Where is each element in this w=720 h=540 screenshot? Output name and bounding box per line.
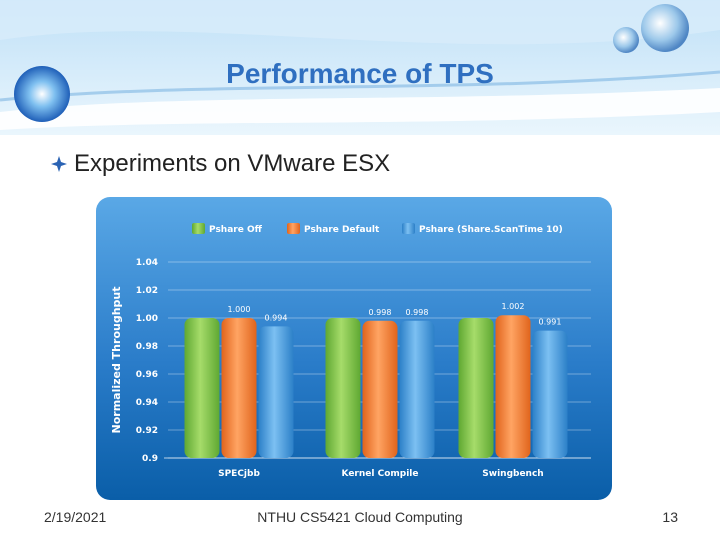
orb-decoration-small [613,27,639,53]
bar [458,318,494,458]
y-tick-label: 0.94 [136,398,158,408]
orb-decoration-left [14,66,70,122]
y-tick-label: 0.96 [136,370,158,380]
x-tick-label: Swingbench [482,469,543,479]
orb-decoration-right [641,4,689,52]
y-tick-label: 0.9 [142,454,158,464]
y-tick-label: 0.92 [136,426,158,436]
data-label: 0.991 [539,318,562,327]
bullet-text: Experiments on VMware ESX [74,150,391,177]
legend-label: Pshare Off [209,225,263,235]
y-tick-label: 1.04 [136,258,158,268]
legend-swatch [287,223,300,234]
bar [399,320,435,458]
x-tick-label: SPECjbb [218,469,260,479]
bar [362,320,398,458]
bar [221,318,257,458]
y-tick-label: 1.00 [136,314,158,324]
bar [495,315,531,458]
x-tick-label: Kernel Compile [342,469,419,479]
throughput-chart: Pshare Off Pshare Default Pshare (Share.Sc… [96,197,612,500]
legend-label: Pshare Default [304,225,380,235]
bullet-item: Experiments on VMware ESX [50,150,390,178]
legend-swatch [192,223,205,234]
data-label: 1.000 [228,305,251,314]
bar [325,318,361,458]
legend-swatch [402,223,415,234]
bar [258,326,294,458]
header-background [0,0,720,135]
legend-label: Pshare (Share.ScanTime 10) [419,225,563,235]
data-label: 0.998 [369,308,392,317]
data-label: 1.002 [502,302,525,311]
bar [184,318,220,458]
y-tick-label: 0.98 [136,342,158,352]
diamond-bullet-icon [51,156,67,172]
y-axis-label: Normalized Throughput [110,287,123,434]
y-tick-label: 1.02 [136,286,158,296]
data-label: 0.994 [265,313,288,322]
footer-course: NTHU CS5421 Cloud Computing [257,509,463,525]
bar [532,330,568,458]
footer-date: 2/19/2021 [44,509,107,525]
data-label: 0.998 [406,308,429,317]
slide-title: Performance of TPS [226,58,494,89]
footer-page-number: 13 [662,509,678,525]
